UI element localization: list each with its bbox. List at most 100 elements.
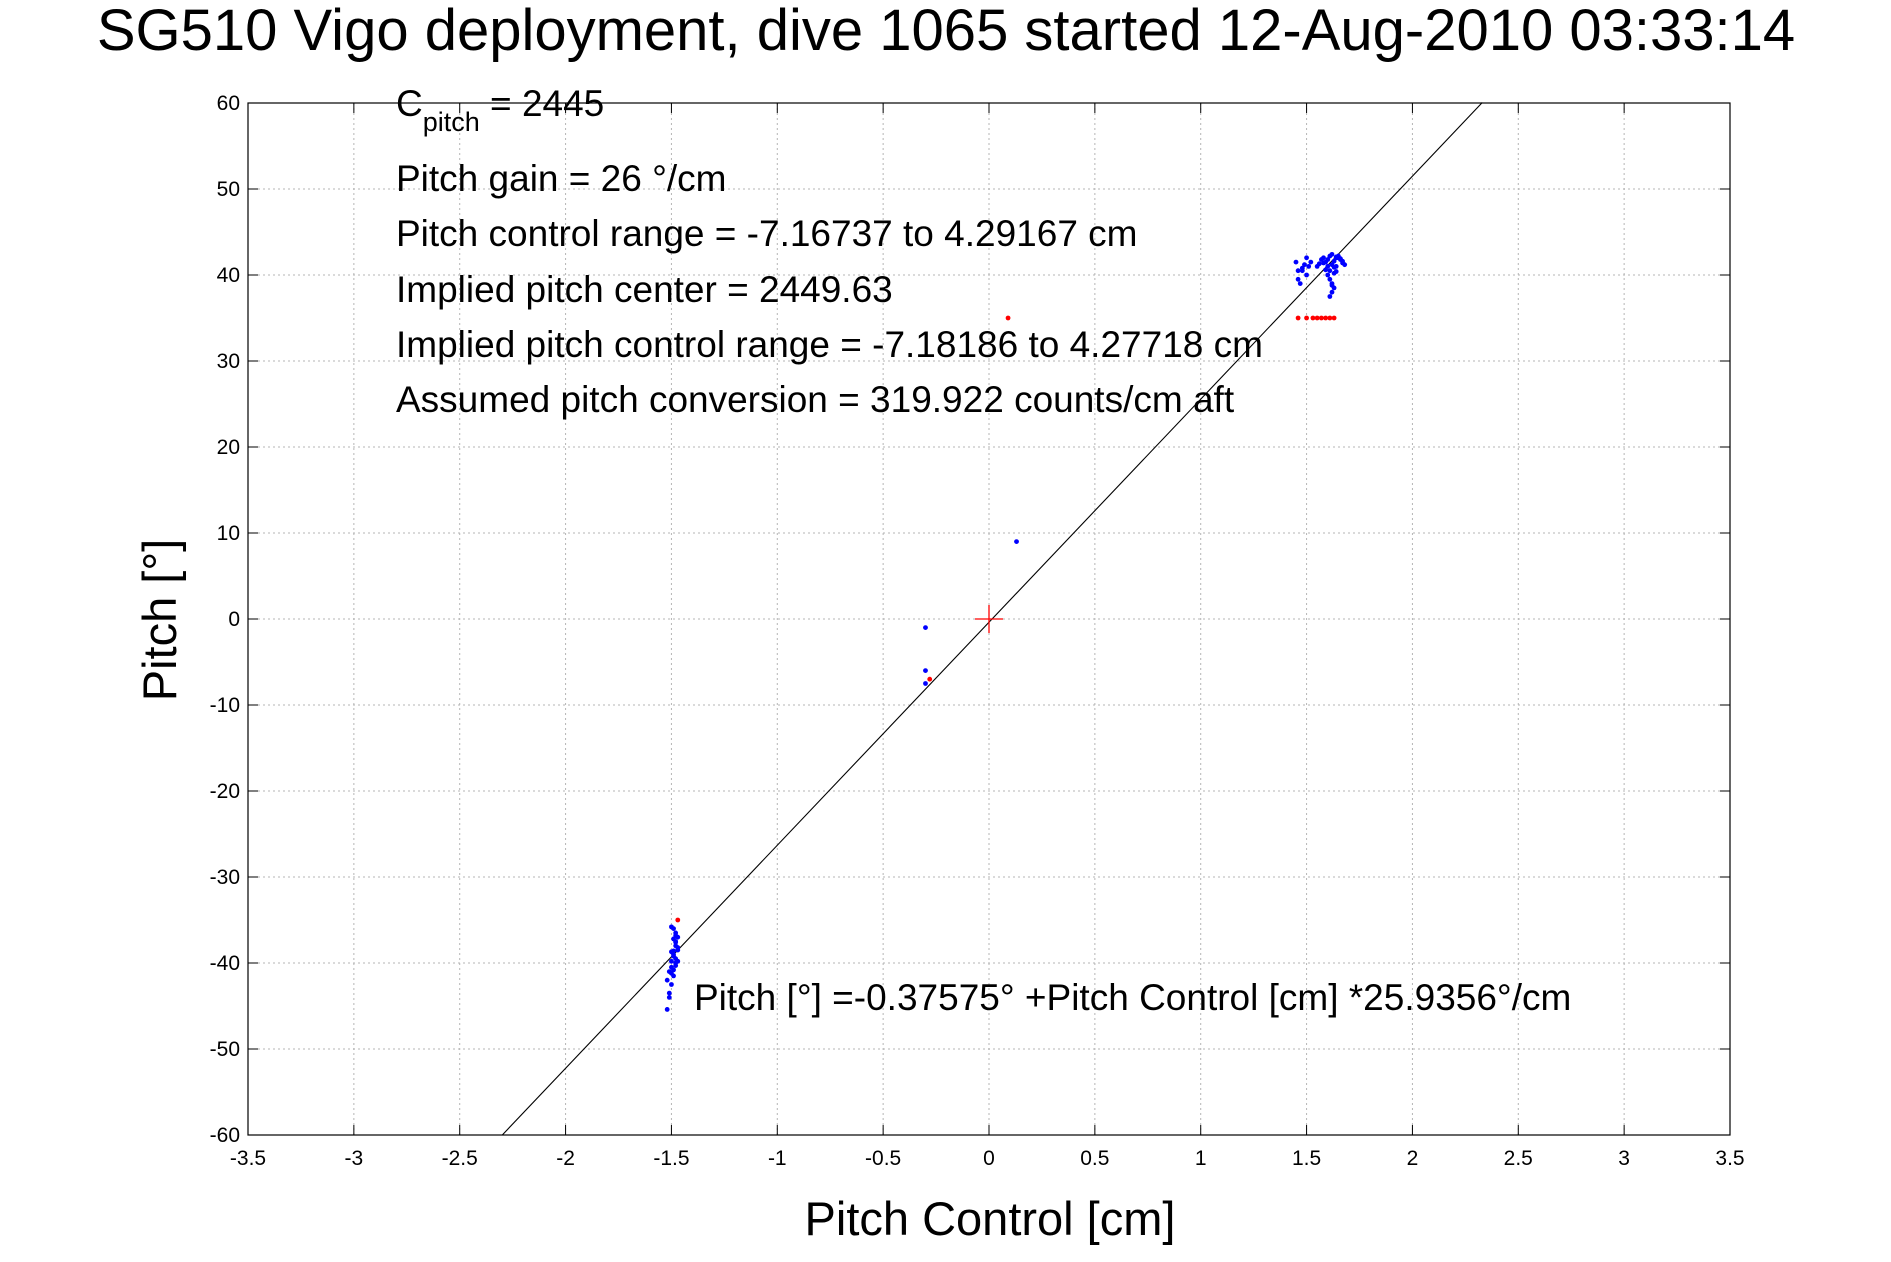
y-tick-label: 10 <box>217 522 240 545</box>
data-point <box>1014 539 1019 544</box>
y-tick-label: 20 <box>217 436 240 459</box>
data-point <box>673 963 679 968</box>
y-tick-label: 40 <box>217 264 240 287</box>
y-tick-label: -60 <box>210 1124 240 1147</box>
grid <box>248 103 1730 1135</box>
data-point <box>673 939 679 945</box>
data-point <box>1331 315 1337 321</box>
y-tick-label: 50 <box>217 178 240 201</box>
fit-equation-annotation: Pitch [°] =-0.37575° +Pitch Control [cm]… <box>694 977 1571 1018</box>
data-point <box>1329 251 1335 257</box>
x-tick-label: 2.5 <box>1504 1147 1533 1170</box>
y-tick-label: -20 <box>210 780 240 803</box>
data-point <box>1329 282 1335 288</box>
data-point <box>1295 268 1301 274</box>
x-tick-label: 0.5 <box>1080 1147 1109 1170</box>
data-point <box>673 933 679 938</box>
x-tick-label: -2 <box>556 1147 575 1170</box>
x-tick-label: -2.5 <box>442 1147 478 1170</box>
data-point <box>1323 267 1329 273</box>
data-point <box>1297 281 1303 286</box>
pitch-gain-annotation: Pitch gain = 26 °/cm <box>396 158 727 199</box>
x-tick-label: -3 <box>345 1147 364 1170</box>
y-tick-label: 60 <box>217 92 240 115</box>
data-point <box>669 958 674 964</box>
y-tick-label: 30 <box>217 350 240 373</box>
data-point <box>1327 294 1333 299</box>
c-pitch-subscript: pitch <box>423 107 480 137</box>
chart-title: SG510 Vigo deployment, dive 1065 started… <box>97 0 1795 63</box>
data-point <box>1329 289 1335 295</box>
data-point <box>1331 258 1337 264</box>
y-tick-label: -30 <box>210 866 240 889</box>
data-point <box>1304 315 1309 321</box>
data-point <box>669 924 674 930</box>
x-tick-label: 2 <box>1407 1147 1419 1170</box>
y-tick-label: -40 <box>210 952 240 975</box>
data-point <box>927 676 933 682</box>
data-point <box>1327 315 1333 321</box>
data-point <box>1302 262 1307 268</box>
x-tick-label: 0 <box>983 1147 995 1170</box>
data-point <box>1295 276 1301 282</box>
data-point <box>1342 262 1348 268</box>
pitch-control-range-annotation: Pitch control range = -7.16737 to 4.2916… <box>396 213 1138 254</box>
data-point <box>675 945 681 950</box>
x-tick-label: -1 <box>768 1147 787 1170</box>
data-point <box>666 995 672 1000</box>
data-point <box>1314 315 1320 321</box>
data-point <box>671 967 676 973</box>
data-point <box>669 970 674 976</box>
x-axis-label: Pitch Control [cm] <box>805 1192 1176 1245</box>
data-point <box>1295 315 1301 321</box>
data-point <box>1293 259 1299 265</box>
data-point <box>1321 255 1326 261</box>
y-tick-labels: -60 -50 -40 -30 -20 -10 0 10 20 30 40 50 60 <box>210 92 240 1147</box>
data-point <box>1316 261 1322 267</box>
data-points <box>664 251 1348 1012</box>
data-point <box>675 917 681 923</box>
data-point <box>1327 268 1333 274</box>
data-point <box>1318 315 1324 321</box>
data-point <box>1325 257 1331 262</box>
data-point <box>1333 254 1339 260</box>
x-tick-labels: -3.5 -3 -2.5 -2 -1.5 -1 -0.5 0 0.5 1 1.5 2 2.5 3 3.5 <box>230 1147 1745 1170</box>
data-point <box>1323 315 1329 321</box>
implied-pitch-center-annotation: Implied pitch center = 2449.63 <box>396 269 893 310</box>
y-tick-label: -10 <box>210 694 240 717</box>
x-tick-label: 3 <box>1618 1147 1630 1170</box>
data-point <box>1325 272 1331 278</box>
y-tick-label: -50 <box>210 1038 240 1061</box>
data-point <box>923 668 928 673</box>
data-point <box>669 982 674 987</box>
data-point <box>1304 255 1309 261</box>
x-tick-label: -3.5 <box>230 1147 266 1170</box>
data-point <box>675 958 681 964</box>
axis-ticks <box>247 102 1731 1136</box>
data-point <box>1310 315 1316 321</box>
data-point <box>671 936 676 942</box>
implied-pitch-control-range-annotation: Implied pitch control range = -7.18186 t… <box>396 324 1263 365</box>
assumed-pitch-conversion-annotation: Assumed pitch conversion = 319.922 count… <box>396 379 1235 420</box>
data-point <box>664 1007 670 1012</box>
data-point <box>669 949 674 955</box>
data-point <box>1308 259 1314 265</box>
data-point <box>1304 272 1309 278</box>
data-point <box>1306 264 1312 269</box>
x-tick-label: 1 <box>1195 1147 1207 1170</box>
y-tick-label: 0 <box>228 608 240 631</box>
center-marker <box>975 605 1003 633</box>
c-pitch-main: C <box>396 83 423 124</box>
y-axis-label: Pitch [°] <box>133 539 186 701</box>
data-point <box>664 977 670 983</box>
data-point <box>1321 260 1326 266</box>
data-point <box>1005 315 1011 321</box>
data-point <box>1325 264 1331 269</box>
c-pitch-value: = 2445 <box>480 83 604 124</box>
data-point <box>666 990 672 996</box>
data-point <box>1327 276 1333 282</box>
data-point <box>1299 268 1305 274</box>
x-tick-label: 3.5 <box>1715 1147 1744 1170</box>
x-tick-label: 1.5 <box>1292 1147 1321 1170</box>
